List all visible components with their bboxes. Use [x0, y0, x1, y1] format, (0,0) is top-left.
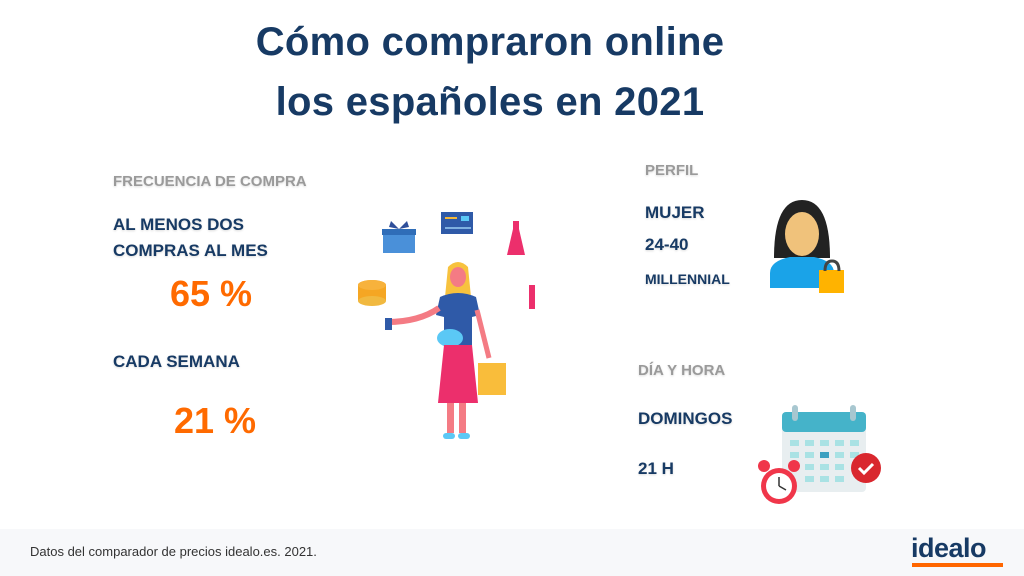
dress-icon — [507, 221, 525, 255]
frequency-item2-value: 21 % — [174, 400, 257, 441]
frequency-label: FRECUENCIA DE COMPRA — [113, 173, 307, 190]
profile-generation: MILLENNIAL — [645, 271, 730, 287]
profile-age: 24-40 — [645, 235, 689, 254]
footer-source: Datos del comparador de precios idealo.e… — [30, 544, 317, 559]
idealo-logo-underline — [912, 563, 1003, 567]
gift-icon — [382, 221, 416, 253]
frequency-item1-line2: COMPRAS AL MES — [113, 241, 268, 260]
price-tag-icon — [529, 285, 535, 309]
idealo-logo: idealo — [911, 533, 987, 563]
woman-shopper-avatar-icon — [770, 200, 844, 293]
woman-figure — [385, 262, 506, 439]
footer-bar — [0, 529, 1024, 576]
profile-label: PERFIL — [645, 162, 699, 179]
shopper-illustration — [358, 212, 535, 439]
day-time-hour: 21 H — [638, 459, 674, 478]
title-line-1: Cómo compraron online — [255, 20, 725, 64]
frequency-item1-line1: AL MENOS DOS — [113, 215, 244, 234]
day-time-label: DÍA Y HORA — [638, 362, 726, 379]
profile-gender: MUJER — [645, 203, 705, 222]
credit-card-icon — [441, 212, 473, 234]
frequency-item2-label: CADA SEMANA — [113, 352, 240, 371]
day-time-day: DOMINGOS — [638, 409, 733, 428]
coins-icon — [358, 280, 386, 306]
title-line-2: los españoles en 2021 — [275, 80, 705, 124]
calendar-clock-icon — [758, 405, 881, 504]
frequency-item1-value: 65 % — [170, 273, 253, 314]
